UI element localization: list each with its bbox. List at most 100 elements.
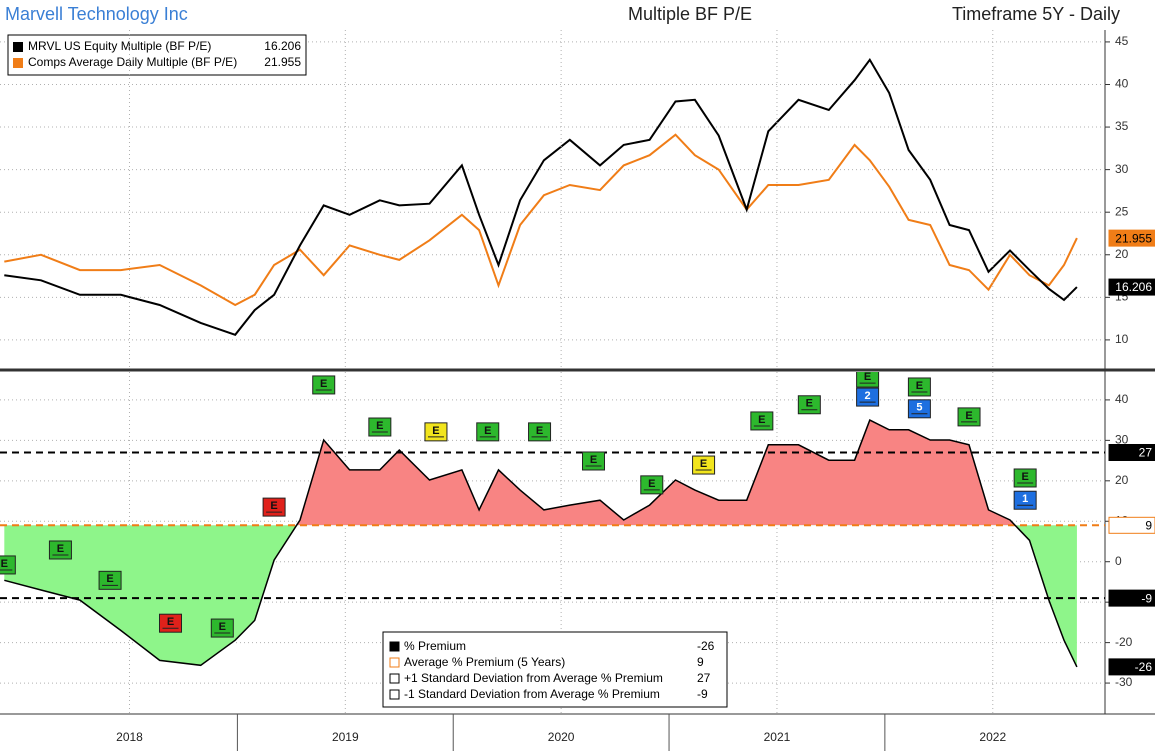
event-marker: E	[98, 570, 122, 590]
event-label: E	[806, 398, 813, 410]
value-box-bg	[1108, 278, 1155, 296]
value-box-label: -9	[1141, 591, 1152, 605]
y-tick-label: 45	[1115, 34, 1129, 48]
premium-area-above	[4, 420, 1077, 526]
legend-value: -26	[697, 639, 715, 653]
event-marker: 5	[907, 399, 931, 419]
y-tick-label: -30	[1115, 675, 1133, 689]
premium-line	[4, 419, 1078, 668]
y-tick-label: 20	[1115, 473, 1129, 487]
y-tick-label: 25	[1115, 204, 1129, 218]
premium-area-below	[4, 525, 1077, 667]
event-marker: 1	[1013, 490, 1037, 510]
value-box: -9	[1108, 589, 1155, 607]
event-marker: E	[750, 411, 774, 431]
value-box-label: 21.955	[1115, 231, 1152, 245]
legend-label: % Premium	[404, 639, 466, 653]
value-box-bg	[1108, 658, 1155, 676]
legend-swatch	[389, 657, 400, 668]
value-box-label: 16.206	[1115, 280, 1152, 294]
event-label: E	[590, 454, 597, 466]
event-label: E	[484, 425, 491, 437]
event-marker: E	[692, 455, 716, 475]
event-label: E	[965, 410, 972, 422]
event-marker: E	[582, 451, 606, 471]
value-box: 21.955	[1108, 229, 1155, 247]
event-label: E	[57, 543, 64, 555]
event-marker: E	[797, 395, 821, 415]
legend-swatch	[13, 42, 23, 52]
event-icon	[262, 497, 286, 517]
event-marker: E	[424, 422, 448, 442]
legend-label: Comps Average Daily Multiple (BF P/E)	[28, 55, 237, 69]
legend-swatch	[389, 689, 400, 700]
y-tick-label: 0	[1115, 554, 1122, 568]
y-tick-label: 30	[1115, 433, 1129, 447]
event-marker: E	[476, 422, 500, 442]
value-box-bg	[1108, 516, 1155, 534]
chart-title: Multiple BF P/E	[628, 4, 752, 24]
event-marker: E	[210, 618, 234, 638]
series-line	[4, 133, 1078, 307]
event-label: E	[167, 616, 174, 628]
event-marker: E	[312, 375, 336, 395]
plot-area: E E E E E E E E E E E E E E E E E 2 E 5 E E 1	[0, 371, 1105, 668]
event-label: E	[376, 420, 383, 432]
legend-value: 21.955	[264, 55, 301, 69]
legend: MRVL US Equity Multiple (BF P/E) 16.206 Co…	[7, 34, 307, 76]
legend-value: -9	[697, 687, 708, 701]
legend-box	[7, 34, 307, 76]
series-line	[4, 57, 1078, 336]
event-label: E	[758, 414, 765, 426]
event-label: E	[320, 378, 327, 390]
event-marker: E	[368, 417, 392, 437]
legend-swatch	[389, 673, 400, 684]
timeframe: Timeframe 5Y - Daily	[952, 4, 1120, 24]
y-tick-label: 30	[1115, 162, 1129, 176]
legend-box	[382, 631, 728, 708]
value-box-label: -26	[1135, 660, 1153, 674]
event-marker: E	[262, 497, 286, 517]
event-marker: E	[856, 371, 880, 388]
event-label: E	[648, 478, 655, 490]
event-marker: E	[1013, 468, 1037, 488]
event-label: E	[106, 573, 113, 585]
event-label: 1	[1022, 493, 1028, 505]
y-tick-label: 10	[1115, 332, 1129, 346]
event-label: E	[1021, 471, 1028, 483]
value-box: 16.206	[1108, 278, 1155, 296]
event-label: E	[916, 380, 923, 392]
legend-label: Average % Premium (5 Years)	[404, 655, 565, 669]
event-label: E	[432, 425, 439, 437]
value-box-bg	[1108, 229, 1155, 247]
x-tick-label: 2019	[332, 730, 359, 744]
event-marker: 2	[856, 387, 880, 407]
legend-swatch	[389, 641, 400, 652]
event-label: E	[864, 371, 871, 383]
y-tick-label: 35	[1115, 119, 1129, 133]
value-box: 27	[1108, 443, 1155, 461]
legend-swatch	[13, 58, 23, 68]
event-label: E	[700, 458, 707, 470]
event-marker: E	[158, 613, 182, 633]
x-tick-label: 2022	[979, 730, 1006, 744]
y-tick-label: 40	[1115, 392, 1129, 406]
plot-area	[4, 57, 1078, 336]
event-label: E	[1, 558, 8, 570]
event-label: 5	[916, 402, 922, 414]
event-marker: E	[907, 377, 931, 397]
event-label: E	[270, 500, 277, 512]
legend-value: 9	[697, 655, 704, 669]
value-box: 9	[1108, 516, 1155, 534]
value-box-bg	[1108, 589, 1155, 607]
y-tick-label: 40	[1115, 77, 1129, 91]
event-marker: E	[957, 407, 981, 427]
event-label: E	[219, 621, 226, 633]
x-tick-label: 2021	[764, 730, 791, 744]
event-label: E	[536, 425, 543, 437]
legend-label: +1 Standard Deviation from Average % Pre…	[404, 671, 663, 685]
event-marker: E	[528, 422, 552, 442]
legend-label: -1 Standard Deviation from Average % Pre…	[404, 687, 660, 701]
